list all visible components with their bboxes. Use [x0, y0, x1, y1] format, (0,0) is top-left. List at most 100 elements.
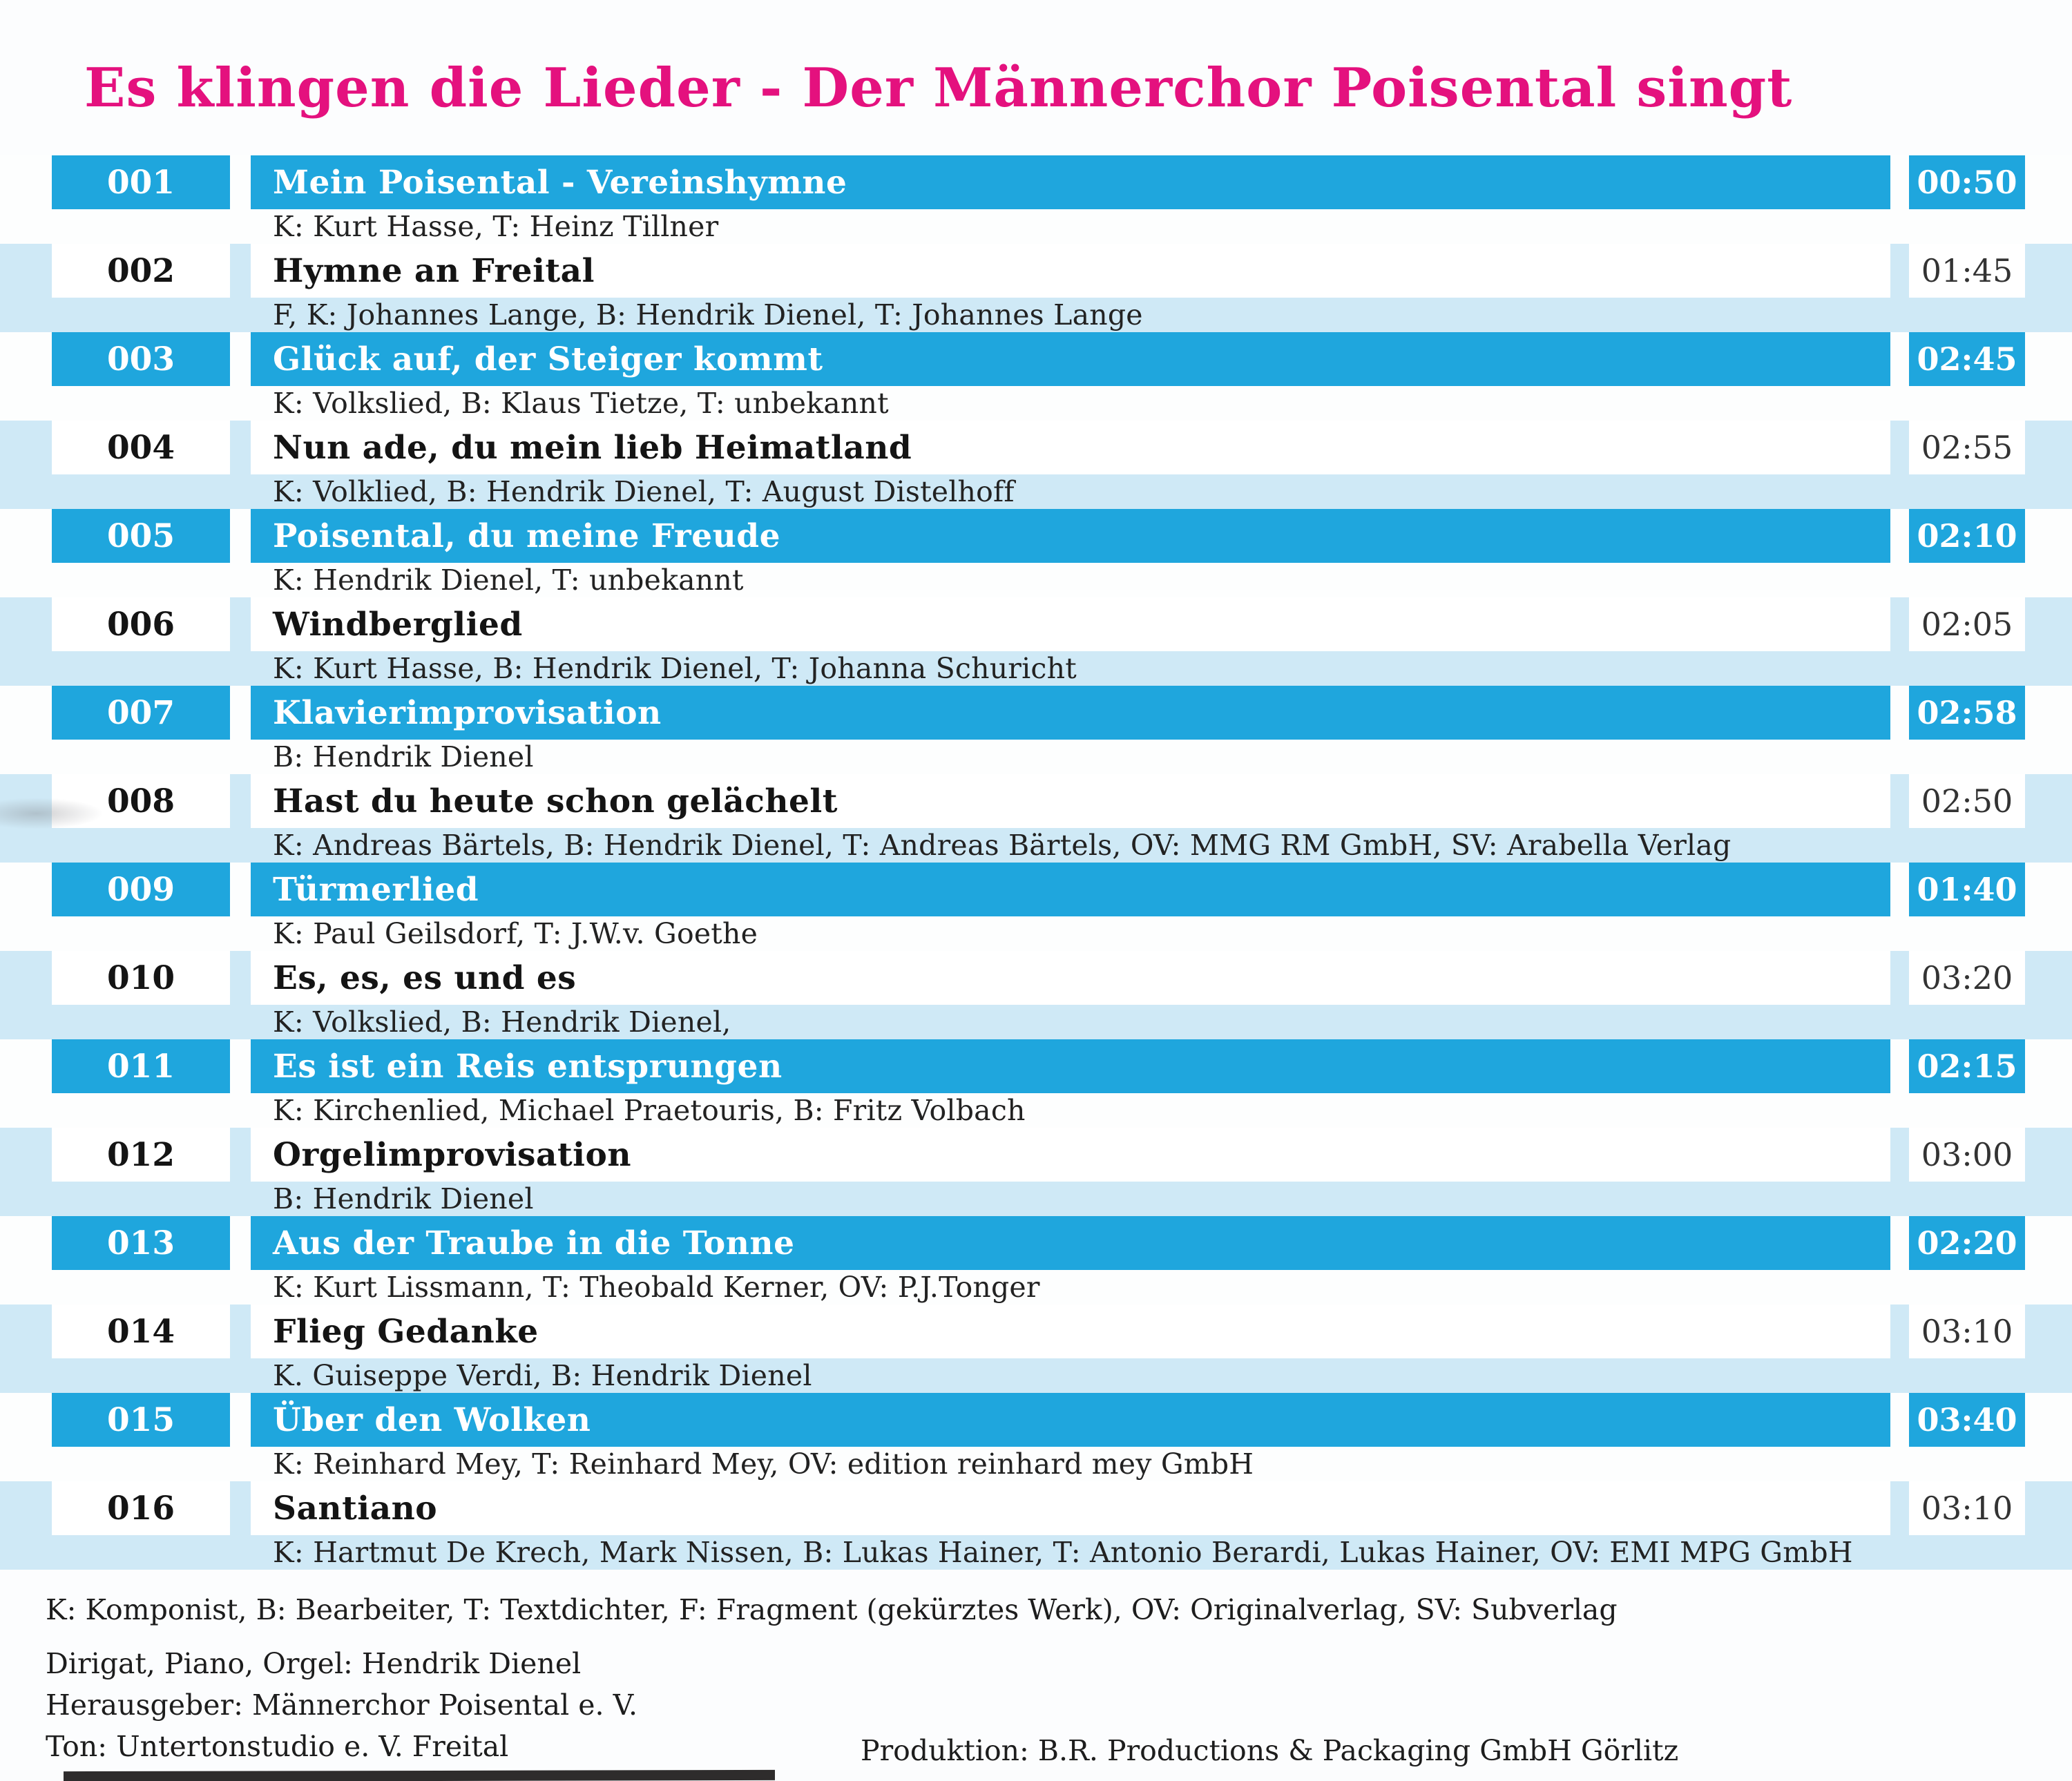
track-title-bar: Poisental, du meine Freude	[251, 509, 1890, 563]
track-title: Santiano	[273, 1489, 438, 1528]
track-title-bar: Aus der Traube in die Tonne	[251, 1216, 1890, 1270]
track-title-row: 005 Poisental, du meine Freude 02:10	[0, 509, 2072, 563]
track-title: Flieg Gedanke	[273, 1312, 539, 1351]
track-title-bar: Es ist ein Reis entsprungen	[251, 1039, 1890, 1093]
track-duration: 03:40	[1909, 1393, 2025, 1447]
track-title-row: 008 Hast du heute schon gelächelt 02:50	[0, 774, 2072, 828]
track-row: 006 Windberglied 02:05 K: Kurt Hasse, B:…	[0, 597, 2072, 686]
header: Es klingen die Lieder - Der Männerchor P…	[0, 0, 2072, 155]
track-duration: 02:50	[1909, 774, 2025, 828]
track-number: 012	[52, 1128, 230, 1182]
track-title-row: 012 Orgelimprovisation 03:00	[0, 1128, 2072, 1182]
track-title-bar: Hymne an Freital	[251, 244, 1890, 298]
track-number: 014	[52, 1305, 230, 1358]
track-title: Glück auf, der Steiger kommt	[273, 340, 823, 378]
track-row: 009 Türmerlied 01:40 K: Paul Geilsdorf, …	[0, 863, 2072, 951]
track-title-row: 001 Mein Poisental - Vereinshymne 00:50	[0, 155, 2072, 209]
track-title: Orgelimprovisation	[273, 1135, 632, 1174]
track-row: 001 Mein Poisental - Vereinshymne 00:50 …	[0, 155, 2072, 244]
track-row: 007 Klavierimprovisation 02:58 B: Hendri…	[0, 686, 2072, 774]
track-credits: K: Kirchenlied, Michael Praetouris, B: F…	[273, 1094, 1026, 1127]
track-duration: 02:20	[1909, 1216, 2025, 1270]
ton-produktion-row: Ton: Untertonstudio e. V. Freital Produk…	[46, 1730, 2072, 1770]
track-row: 016 Santiano 03:10 K: Hartmut De Krech, …	[0, 1481, 2072, 1570]
track-title: Nun ade, du mein lieb Heimatland	[273, 428, 912, 467]
track-title-bar: Klavierimprovisation	[251, 686, 1890, 740]
track-row: 004 Nun ade, du mein lieb Heimatland 02:…	[0, 421, 2072, 509]
track-row: 010 Es, es, es und es 03:20 K: Volkslied…	[0, 951, 2072, 1039]
track-title-bar: Windberglied	[251, 597, 1890, 651]
track-number: 006	[52, 597, 230, 651]
album-title: Es klingen die Lieder - Der Männerchor P…	[84, 57, 1793, 119]
scan-edge-artifact	[63, 1769, 776, 1781]
track-title: Hast du heute schon gelächelt	[273, 782, 838, 820]
dirigat-line: Dirigat, Piano, Orgel: Hendrik Dienel	[46, 1647, 582, 1680]
track-title-row: 007 Klavierimprovisation 02:58	[0, 686, 2072, 740]
track-row: 008 Hast du heute schon gelächelt 02:50 …	[0, 774, 2072, 863]
produktion-line: Produktion: B.R. Productions & Packaging…	[861, 1734, 1679, 1767]
track-title-bar: Es, es, es und es	[251, 951, 1890, 1005]
track-title-row: 011 Es ist ein Reis entsprungen 02:15	[0, 1039, 2072, 1093]
track-duration: 02:55	[1909, 421, 2025, 474]
track-title-bar: Mein Poisental - Vereinshymne	[251, 155, 1890, 209]
track-number: 001	[52, 155, 230, 209]
track-title-bar: Glück auf, der Steiger kommt	[251, 332, 1890, 386]
track-title-bar: Über den Wolken	[251, 1393, 1890, 1447]
track-duration: 01:40	[1909, 863, 2025, 916]
track-number: 013	[52, 1216, 230, 1270]
scan-smudge-artifact	[0, 798, 104, 829]
abbreviation-legend: K: Komponist, B: Bearbeiter, T: Textdich…	[46, 1593, 1618, 1626]
track-credits: K: Reinhard Mey, T: Reinhard Mey, OV: ed…	[273, 1447, 1254, 1481]
track-duration: 02:10	[1909, 509, 2025, 563]
track-title-row: 015 Über den Wolken 03:40	[0, 1393, 2072, 1447]
track-title: Es ist ein Reis entsprungen	[273, 1047, 783, 1086]
track-number: 002	[52, 244, 230, 298]
track-title: Aus der Traube in die Tonne	[273, 1224, 795, 1262]
track-title-row: 010 Es, es, es und es 03:20	[0, 951, 2072, 1005]
track-credits: K: Paul Geilsdorf, T: J.W.v. Goethe	[273, 917, 758, 950]
track-title-bar: Nun ade, du mein lieb Heimatland	[251, 421, 1890, 474]
track-title: Mein Poisental - Vereinshymne	[273, 163, 847, 202]
track-credits: K: Volkslied, B: Hendrik Dienel,	[273, 1005, 731, 1039]
track-number: 005	[52, 509, 230, 563]
track-title-row: 013 Aus der Traube in die Tonne 02:20	[0, 1216, 2072, 1270]
track-title-bar: Flieg Gedanke	[251, 1305, 1890, 1358]
track-duration: 01:45	[1909, 244, 2025, 298]
track-row: 011 Es ist ein Reis entsprungen 02:15 K:…	[0, 1039, 2072, 1128]
track-row: 002 Hymne an Freital 01:45 F, K: Johanne…	[0, 244, 2072, 332]
track-credits: K. Guiseppe Verdi, B: Hendrik Dienel	[273, 1359, 812, 1392]
track-credits: K: Kurt Hasse, T: Heinz Tillner	[273, 210, 719, 243]
track-duration: 03:10	[1909, 1481, 2025, 1535]
track-credits: K: Volklied, B: Hendrik Dienel, T: Augus…	[273, 475, 1015, 508]
track-list: 001 Mein Poisental - Vereinshymne 00:50 …	[0, 155, 2072, 1570]
track-number: 015	[52, 1393, 230, 1447]
track-credits: K: Hendrik Dienel, T: unbekannt	[273, 564, 744, 597]
track-title-row: 003 Glück auf, der Steiger kommt 02:45	[0, 332, 2072, 386]
track-title: Windberglied	[273, 605, 523, 644]
track-number: 009	[52, 863, 230, 916]
footer: K: Komponist, B: Bearbeiter, T: Textdich…	[0, 1570, 2072, 1770]
track-duration: 03:00	[1909, 1128, 2025, 1182]
track-number: 004	[52, 421, 230, 474]
track-title: Poisental, du meine Freude	[273, 517, 781, 555]
track-number: 010	[52, 951, 230, 1005]
track-title-row: 006 Windberglied 02:05	[0, 597, 2072, 651]
track-duration: 02:58	[1909, 686, 2025, 740]
track-credits: K: Hartmut De Krech, Mark Nissen, B: Luk…	[273, 1536, 1853, 1569]
ton-line: Ton: Untertonstudio e. V. Freital	[46, 1730, 509, 1763]
track-title-bar: Hast du heute schon gelächelt	[251, 774, 1890, 828]
track-credits: B: Hendrik Dienel	[273, 1182, 534, 1215]
track-number: 007	[52, 686, 230, 740]
track-credits: K: Volkslied, B: Klaus Tietze, T: unbeka…	[273, 387, 889, 420]
track-row: 013 Aus der Traube in die Tonne 02:20 K:…	[0, 1216, 2072, 1305]
track-number: 003	[52, 332, 230, 386]
track-duration: 03:10	[1909, 1305, 2025, 1358]
track-credits: K: Kurt Hasse, B: Hendrik Dienel, T: Joh…	[273, 652, 1077, 685]
track-title: Türmerlied	[273, 870, 479, 909]
track-credits: K: Andreas Bärtels, B: Hendrik Dienel, T…	[273, 829, 1732, 862]
track-title: Klavierimprovisation	[273, 693, 662, 732]
track-credits: B: Hendrik Dienel	[273, 740, 534, 773]
track-title-bar: Türmerlied	[251, 863, 1890, 916]
track-duration: 02:15	[1909, 1039, 2025, 1093]
track-number: 011	[52, 1039, 230, 1093]
